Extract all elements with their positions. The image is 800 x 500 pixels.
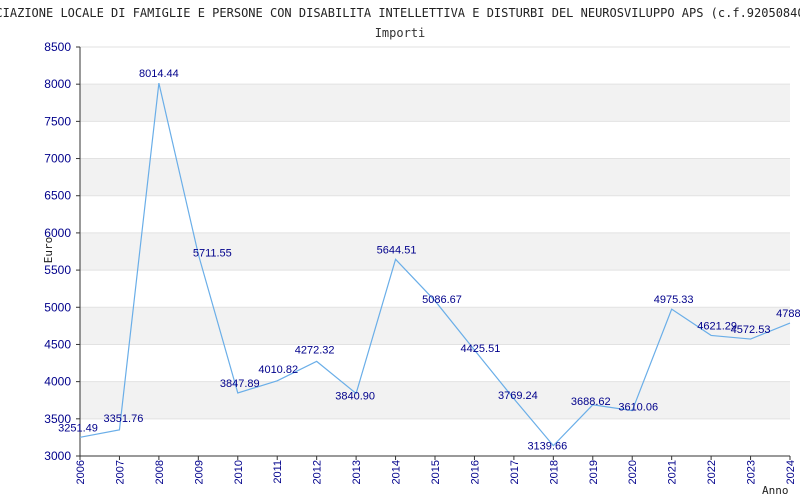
- data-label: 4272.32: [295, 344, 335, 356]
- x-tick-label: 2017: [509, 460, 521, 484]
- x-tick-label: 2024: [785, 460, 797, 484]
- x-tick-label: 2020: [627, 460, 639, 484]
- data-label: 4975.33: [654, 294, 694, 306]
- data-label: 3847.89: [220, 378, 260, 390]
- y-tick-label: 3000: [44, 449, 71, 463]
- grid-bands: [80, 46, 790, 457]
- data-labels: 3251.49 3351.76 8014.44 5711.55 3847.89 4010.…: [58, 68, 800, 453]
- grid-band: [80, 307, 790, 345]
- data-label: 3610.06: [618, 402, 658, 414]
- data-label: 3769.24: [498, 390, 538, 402]
- x-axis-ticks: 2006 2007 2008 2009 2010 2011 2012 2013 2014 2015…: [75, 456, 797, 484]
- x-tick-label: 2011: [272, 460, 284, 484]
- data-label: 4010.82: [258, 364, 298, 376]
- data-label: 5711.55: [193, 247, 232, 259]
- y-tick-label: 4000: [44, 375, 71, 389]
- x-tick-label: 2006: [75, 460, 87, 484]
- data-label: 3351.76: [104, 413, 144, 425]
- data-label: 4425.51: [461, 343, 501, 355]
- data-label: 8014.44: [139, 68, 179, 80]
- series-line: [79, 82, 791, 447]
- grid-band: [80, 232, 790, 271]
- x-axis-label: Anno: [762, 484, 789, 497]
- y-tick-label: 8500: [44, 40, 71, 54]
- y-tick-label: 7500: [44, 114, 71, 128]
- x-tick-label: 2016: [469, 460, 481, 484]
- x-tick-label: 2007: [114, 460, 126, 484]
- data-label: 3139.66: [527, 441, 567, 453]
- data-label: 3688.62: [571, 396, 611, 408]
- data-label: 3840.90: [335, 390, 375, 402]
- x-tick-label: 2019: [588, 460, 600, 484]
- data-label: 3251.49: [58, 422, 98, 434]
- y-axis-ticks: 3000 3500 4000 4500 5000 5500 6000 6500 7000 7500…: [44, 40, 80, 463]
- grid-band: [80, 158, 790, 196]
- data-label: 4572.53: [731, 324, 771, 336]
- grid-band: [80, 381, 790, 419]
- x-tick-label: 2018: [548, 460, 560, 484]
- y-tick-label: 5000: [44, 300, 71, 314]
- series: [79, 82, 791, 447]
- data-label: 5086.67: [422, 294, 462, 306]
- x-tick-label: 2015: [430, 460, 442, 484]
- y-axis-label: Euro: [42, 237, 55, 264]
- y-tick-label: 4500: [44, 337, 71, 351]
- y-tick-label: 3500: [44, 412, 71, 426]
- data-label: 5644.51: [377, 244, 417, 256]
- y-tick-label: 6000: [44, 226, 71, 240]
- y-tick-label: 6500: [44, 189, 71, 203]
- x-tick-label: 2021: [667, 460, 679, 484]
- y-tick-label: 7000: [44, 152, 71, 166]
- x-tick-label: 2012: [312, 460, 324, 484]
- x-tick-label: 2010: [233, 460, 245, 484]
- chart-title: ASSOCIAZIONE LOCALE DI FAMIGLIE E PERSON…: [0, 6, 800, 20]
- x-tick-label: 2013: [351, 460, 363, 484]
- chart-subtitle: Importi: [375, 26, 426, 40]
- data-label: 4788.03: [776, 308, 800, 320]
- x-tick-label: 2014: [391, 460, 403, 484]
- x-tick-label: 2023: [746, 460, 758, 484]
- x-tick-label: 2008: [154, 460, 166, 484]
- y-tick-label: 8000: [44, 77, 71, 91]
- grid-band: [80, 84, 790, 122]
- y-tick-label: 5500: [44, 263, 71, 277]
- x-tick-label: 2022: [706, 460, 718, 484]
- x-tick-label: 2009: [193, 460, 205, 484]
- data-label: 4621.29: [697, 320, 737, 332]
